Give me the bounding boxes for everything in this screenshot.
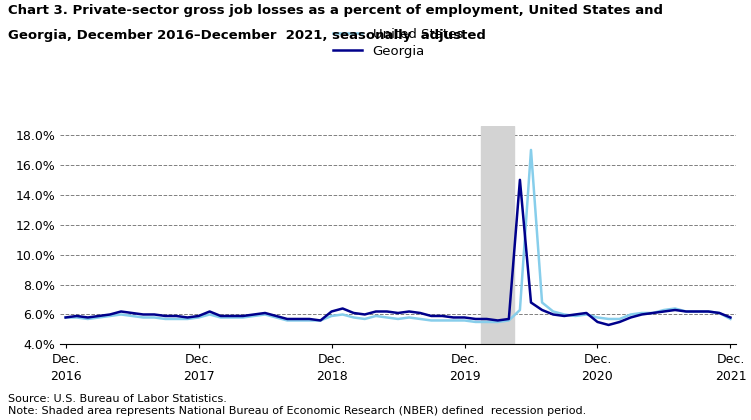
United States bbox=[416, 316, 425, 321]
United States bbox=[460, 318, 469, 323]
United States bbox=[61, 315, 70, 320]
Line: Georgia: Georgia bbox=[65, 180, 731, 325]
United States bbox=[526, 147, 535, 152]
United States bbox=[294, 318, 303, 323]
Georgia bbox=[416, 310, 425, 315]
Text: Source: U.S. Bureau of Labor Statistics.
Note: Shaded area represents National B: Source: U.S. Bureau of Labor Statistics.… bbox=[8, 394, 586, 416]
Georgia bbox=[726, 315, 735, 320]
United States bbox=[471, 320, 480, 325]
Georgia bbox=[194, 313, 203, 318]
Georgia bbox=[460, 315, 469, 320]
United States bbox=[726, 316, 735, 321]
Georgia bbox=[216, 313, 225, 318]
Text: Georgia, December 2016–December  2021, seasonally  adjusted: Georgia, December 2016–December 2021, se… bbox=[8, 29, 485, 42]
United States bbox=[216, 315, 225, 320]
Georgia bbox=[604, 323, 613, 328]
Legend: United States, Georgia: United States, Georgia bbox=[333, 28, 463, 58]
Georgia bbox=[294, 316, 303, 321]
Georgia bbox=[659, 309, 668, 314]
Georgia bbox=[61, 315, 70, 320]
Bar bbox=[481, 126, 514, 344]
Line: United States: United States bbox=[65, 150, 731, 322]
Georgia bbox=[515, 177, 524, 182]
Text: Chart 3. Private-sector gross job losses as a percent of employment, United Stat: Chart 3. Private-sector gross job losses… bbox=[8, 4, 662, 17]
United States bbox=[194, 315, 203, 320]
United States bbox=[659, 307, 668, 312]
